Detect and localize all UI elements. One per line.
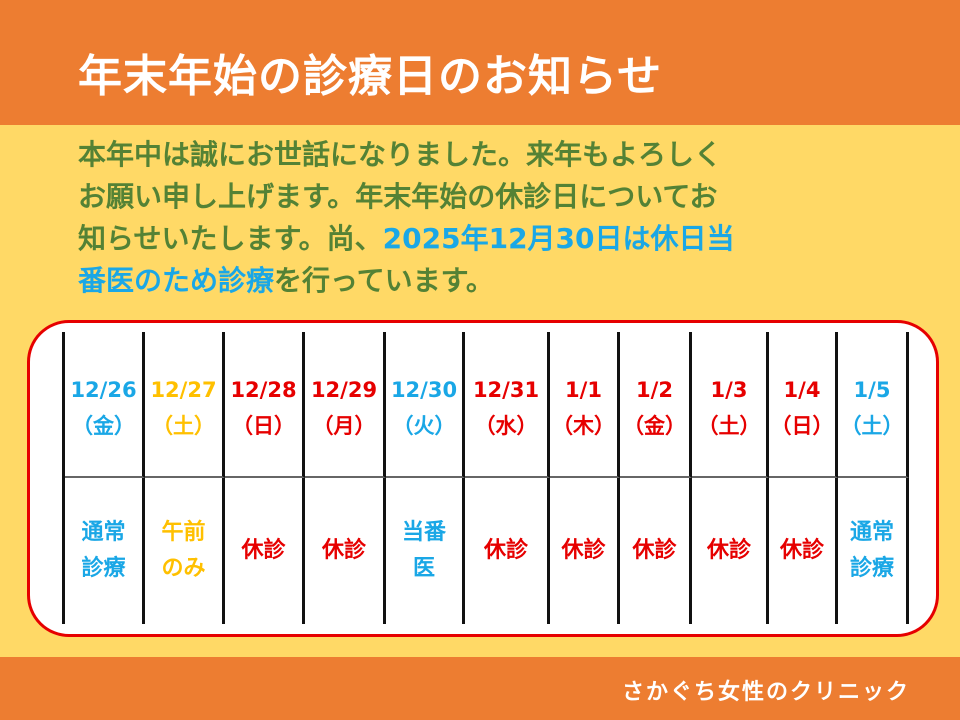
date: 12/30 [390,378,458,402]
intro-line: 番医のため診療を行っています。 [78,260,735,302]
status-cell: 休診 [305,478,386,624]
date-header-cell: 1/1 （木） [550,332,620,478]
weekday: （日） [770,414,834,438]
date-header-cell: 12/28 （日） [225,332,305,478]
date-header-cell: 12/30 （火） [386,332,465,478]
date-header-cell: 12/27 （土） [145,332,225,478]
status-text: 休診 [241,538,286,563]
date: 1/2 [636,378,673,402]
date-header-cell: 1/5 （土） [838,332,909,478]
status-text: 当番 [401,520,446,545]
status-text: 休診 [779,538,824,563]
schedule-table: 12/26 （金） 通常診療 12/27 （土） 午前のみ 12/28 （日） 休診 12/29 （… [62,332,909,624]
date-header-cell: 1/3 （土） [692,332,769,478]
intro-line: 本年中は誠にお世話になりました。来年もよろしく [78,134,735,176]
weekday: （月） [312,414,376,438]
intro-text: 本年中は誠にお世話になりました。来年もよろしく お願い申し上げます。年末年始の休診… [78,134,735,302]
status-cell: 通常 診療 [838,478,909,624]
date: 1/4 [783,378,821,402]
status-cell: 休診 [692,478,769,624]
date: 12/29 [310,378,378,402]
date: 12/26 [70,378,137,402]
status-cell: 当番医 [386,478,465,624]
weekday: （土） [840,414,904,438]
weekday: （土） [152,414,215,438]
schedule-table-frame [27,320,939,637]
date-header-cell: 1/2 （金） [620,332,692,478]
page-title: 年末年始の診療日のお知らせ [78,51,663,102]
weekday: （木） [552,414,615,438]
clinic-name: さかぐち女性のクリニック [621,680,910,705]
highlight-text: 番医のため診療 [78,264,275,297]
status-cell: 通常 診療 [65,478,145,624]
date-header-cell: 1/4 （日） [769,332,838,478]
weekday: （水） [474,414,538,438]
status-text: 休診 [321,538,366,563]
header-banner: 年末年始の診療日のお知らせ [0,0,960,125]
status-cell: 休診 [769,478,838,624]
date: 1/3 [710,378,748,402]
intro-line: 知らせいたします。尚、2025年12月30日は休日当 [78,218,735,260]
weekday: （日） [232,414,295,438]
status-text: 診療 [81,556,126,581]
weekday: （金） [623,414,686,438]
status-text: 休診 [483,538,528,563]
highlight-text: 2025年12月30日は休日当 [382,222,735,255]
status-text: 診療 [849,556,894,581]
status-text: 医 [412,556,435,581]
intro-segment: 知らせいたします。尚、 [78,222,383,255]
status-text: 休診 [706,538,751,563]
status-text: 休診 [632,538,677,563]
date: 12/28 [230,378,297,402]
status-text: 通常 [849,520,894,545]
date: 1/1 [565,378,602,402]
status-cell: 休診 [225,478,305,624]
footer-banner: さかぐち女性のクリニック [0,657,960,720]
status-text: 通常 [81,520,126,545]
weekday: （火） [392,414,456,438]
weekday: （金） [72,414,135,438]
status-text: 休診 [561,538,606,563]
status-cell: 休診 [465,478,550,624]
status-cell: 休診 [550,478,620,624]
date: 12/27 [150,378,217,402]
date-header-cell: 12/29 （月） [305,332,386,478]
status-cell: 休診 [620,478,692,624]
weekday: （土） [697,414,761,438]
date: 1/5 [853,378,891,402]
intro-segment: お願い申し上げます。年末年始の休診日についてお [78,180,718,213]
date-header-cell: 12/31 （水） [465,332,550,478]
date-header-cell: 12/26 （金） [65,332,145,478]
status-text: 午前 [161,520,206,545]
status-text: のみ [161,556,206,581]
status-cell: 午前 のみ [145,478,225,624]
date: 12/31 [472,378,540,402]
intro-line: お願い申し上げます。年末年始の休診日についてお [78,176,735,218]
intro-segment: 本年中は誠にお世話になりました。来年もよろしく [78,138,723,171]
intro-segment: を行っています。 [274,264,494,297]
